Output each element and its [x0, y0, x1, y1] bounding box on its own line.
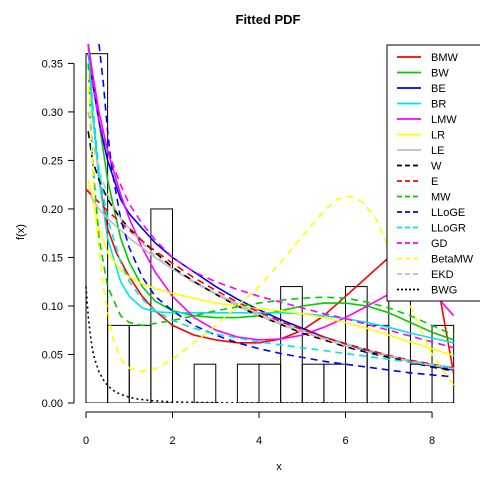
legend-label-mw: MW — [431, 192, 451, 204]
y-tick-label-0.15: 0.15 — [42, 252, 63, 264]
curve-bwg — [85, 286, 454, 403]
y-axis-label: f(x) — [15, 224, 27, 240]
histogram-bar-1 — [107, 324, 130, 403]
y-tick-label-0.35: 0.35 — [42, 58, 63, 70]
curve-lr — [87, 179, 454, 357]
legend-label-be: BE — [431, 83, 446, 95]
x-tick-label-0: 0 — [83, 435, 89, 447]
y-tick-label-0.30: 0.30 — [42, 107, 63, 119]
legend-label-bw: BW — [431, 68, 449, 80]
histogram-bar-9 — [280, 286, 303, 403]
histogram-bar-2 — [128, 324, 152, 403]
histogram-bar-15 — [409, 363, 433, 403]
histogram-bar-13 — [366, 324, 390, 403]
legend-label-w: W — [431, 161, 442, 173]
legend-label-lr: LR — [431, 130, 445, 142]
histogram-bar-10 — [301, 363, 325, 403]
legend-label-gd: GD — [431, 238, 448, 250]
legend-label-bwg: BWG — [431, 285, 457, 297]
curve-gd — [87, 43, 454, 349]
legend-label-betamw: BetaMW — [431, 254, 474, 266]
fitted-curves — [85, 43, 455, 403]
legend-label-lmw: LMW — [431, 114, 457, 126]
legend-label-bmw: BMW — [431, 52, 459, 64]
legend: BMW BW BE BR LMW LR LE WE MW LLoGE LLoGR GD BetaMW EK… — [386, 44, 480, 302]
curve-llogr — [87, 43, 454, 368]
curve-br — [87, 43, 454, 344]
chart-title: Fitted PDF — [236, 12, 301, 27]
axes: 0 2 4 6 8 0.00 0.05 0.10 0.15 0.20 0.25 0.30 0.35 — [42, 58, 436, 447]
legend-label-br: BR — [431, 99, 446, 111]
y-tick-label-0.20: 0.20 — [42, 204, 63, 216]
curve-lmw — [87, 43, 455, 341]
histogram-bar-7 — [236, 363, 260, 403]
histogram-bar-11 — [323, 363, 347, 403]
curve-betamw — [87, 73, 455, 386]
x-tick-label-4: 4 — [256, 435, 262, 447]
histogram-bar-5 — [193, 363, 217, 403]
legend-label-e: E — [431, 176, 438, 188]
curve-mw — [87, 63, 455, 336]
curve-w — [87, 131, 454, 372]
legend-label-le: LE — [431, 145, 444, 157]
y-tick-label-0.00: 0.00 — [42, 398, 63, 410]
x-axis-label: x — [276, 461, 282, 473]
curve-bw — [87, 43, 454, 341]
y-tick-label-0.10: 0.10 — [42, 301, 63, 313]
y-tick-label-0.25: 0.25 — [42, 155, 63, 167]
x-tick-label-2: 2 — [169, 435, 175, 447]
curve-e — [85, 188, 454, 369]
x-tick-label-8: 8 — [429, 435, 435, 447]
y-tick-label-0.05: 0.05 — [42, 349, 63, 361]
histogram-bar-8 — [258, 363, 282, 403]
x-tick-label-6: 6 — [342, 435, 348, 447]
legend-label-llogr: LLoGR — [431, 223, 466, 235]
curve-ekd — [87, 111, 454, 370]
legend-label-lloge: LLoGE — [431, 207, 465, 219]
legend-label-ekd: EKD — [431, 269, 454, 281]
